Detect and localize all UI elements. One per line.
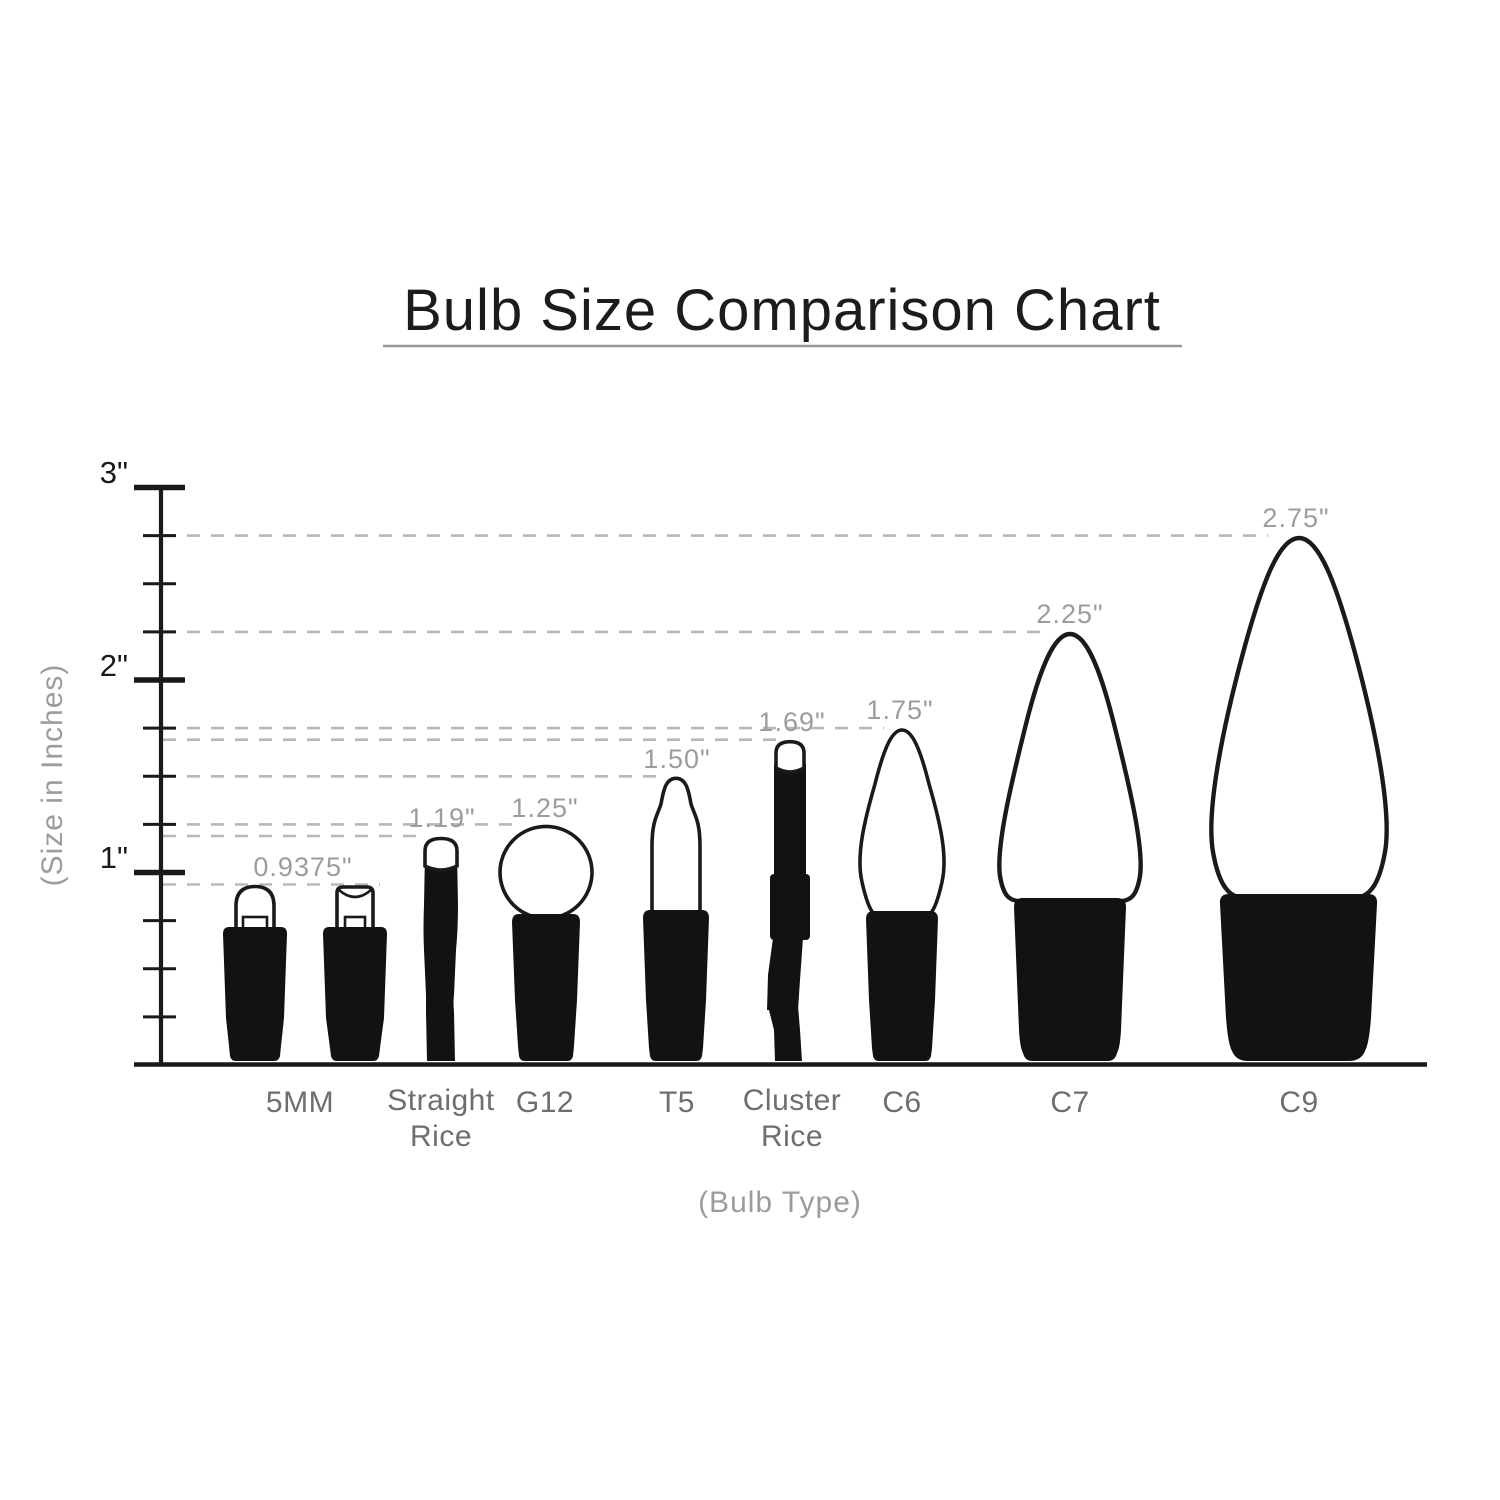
- y-axis: [134, 484, 185, 1066]
- bulb-label-cluster-rice2: Rice: [761, 1120, 823, 1153]
- g12-globe: [498, 824, 594, 921]
- cluster-rice-stem-lower: [768, 1006, 802, 1061]
- bulb-label-straight: Straight: [387, 1084, 495, 1117]
- cluster-rice-stem-mid: [767, 938, 803, 1010]
- size-label-g12: 1.25": [511, 793, 578, 823]
- size-label-t5: 1.50": [643, 744, 710, 774]
- bulb-label-5mm: 5MM: [266, 1086, 334, 1119]
- bulb-label-straight-rice2: Rice: [410, 1120, 472, 1153]
- size-label-c6: 1.75": [866, 695, 933, 725]
- size-label-cluster-rice: 1.69": [758, 707, 825, 737]
- bulb-label-cluster: Cluster: [743, 1084, 842, 1117]
- bulb-label-g12: G12: [516, 1086, 574, 1119]
- g12-base: [512, 914, 580, 1061]
- size-label-straight-rice: 1.19": [408, 803, 475, 833]
- straight-rice-stem: [423, 852, 458, 1061]
- t5-bulb: [650, 776, 702, 918]
- bulb-label-t5: T5: [659, 1086, 695, 1119]
- chart-title: Bulb Size Comparison Chart: [403, 278, 1161, 343]
- y-axis-caption: (Size in Inches): [36, 664, 69, 887]
- y-tick-label-3in: 3": [100, 455, 128, 490]
- cluster-rice-sleeve: [770, 874, 810, 940]
- 5mm-conical-concave-top: [338, 888, 372, 899]
- dashed-leader-lines: [163, 534, 1268, 886]
- 5mm-dome-base: [223, 927, 287, 1061]
- bulb-c7: [997, 631, 1143, 1061]
- cluster-rice-tip: [774, 739, 806, 774]
- 5mm-dome-bulb: [234, 884, 276, 931]
- bulb-c6: [858, 728, 946, 1061]
- size-label-c7: 2.25": [1036, 599, 1103, 629]
- straight-rice-tip: [423, 836, 459, 872]
- t5-base: [643, 910, 709, 1061]
- c7-base: [1014, 898, 1126, 1061]
- y-tick-label-1in: 1": [100, 840, 128, 875]
- size-label-c9: 2.75": [1262, 503, 1329, 533]
- c6-base: [866, 911, 938, 1061]
- bulb-label-c6: C6: [882, 1086, 921, 1119]
- size-label-5mm: 0.9375": [253, 852, 352, 882]
- 5mm-conical-base: [323, 927, 387, 1061]
- y-tick-label-2in: 2": [100, 648, 128, 683]
- c7-bulb: [997, 631, 1143, 904]
- bulb-label-c9: C9: [1279, 1086, 1318, 1119]
- bulb-g12: [498, 824, 594, 1061]
- c9-base: [1219, 894, 1378, 1061]
- c9-bulb: [1209, 535, 1389, 900]
- bulb-5mm: [223, 884, 387, 1061]
- bulb-straight-rice: [423, 836, 459, 1061]
- bulb-c9: [1209, 535, 1389, 1061]
- bulb-label-c7: C7: [1050, 1086, 1089, 1119]
- c6-bulb: [858, 728, 946, 916]
- bulb-cluster-rice: [767, 739, 810, 1061]
- cluster-rice-stem-upper: [774, 764, 806, 878]
- bulb-t5: [643, 776, 709, 1061]
- x-axis-caption: (Bulb Type): [698, 1186, 862, 1219]
